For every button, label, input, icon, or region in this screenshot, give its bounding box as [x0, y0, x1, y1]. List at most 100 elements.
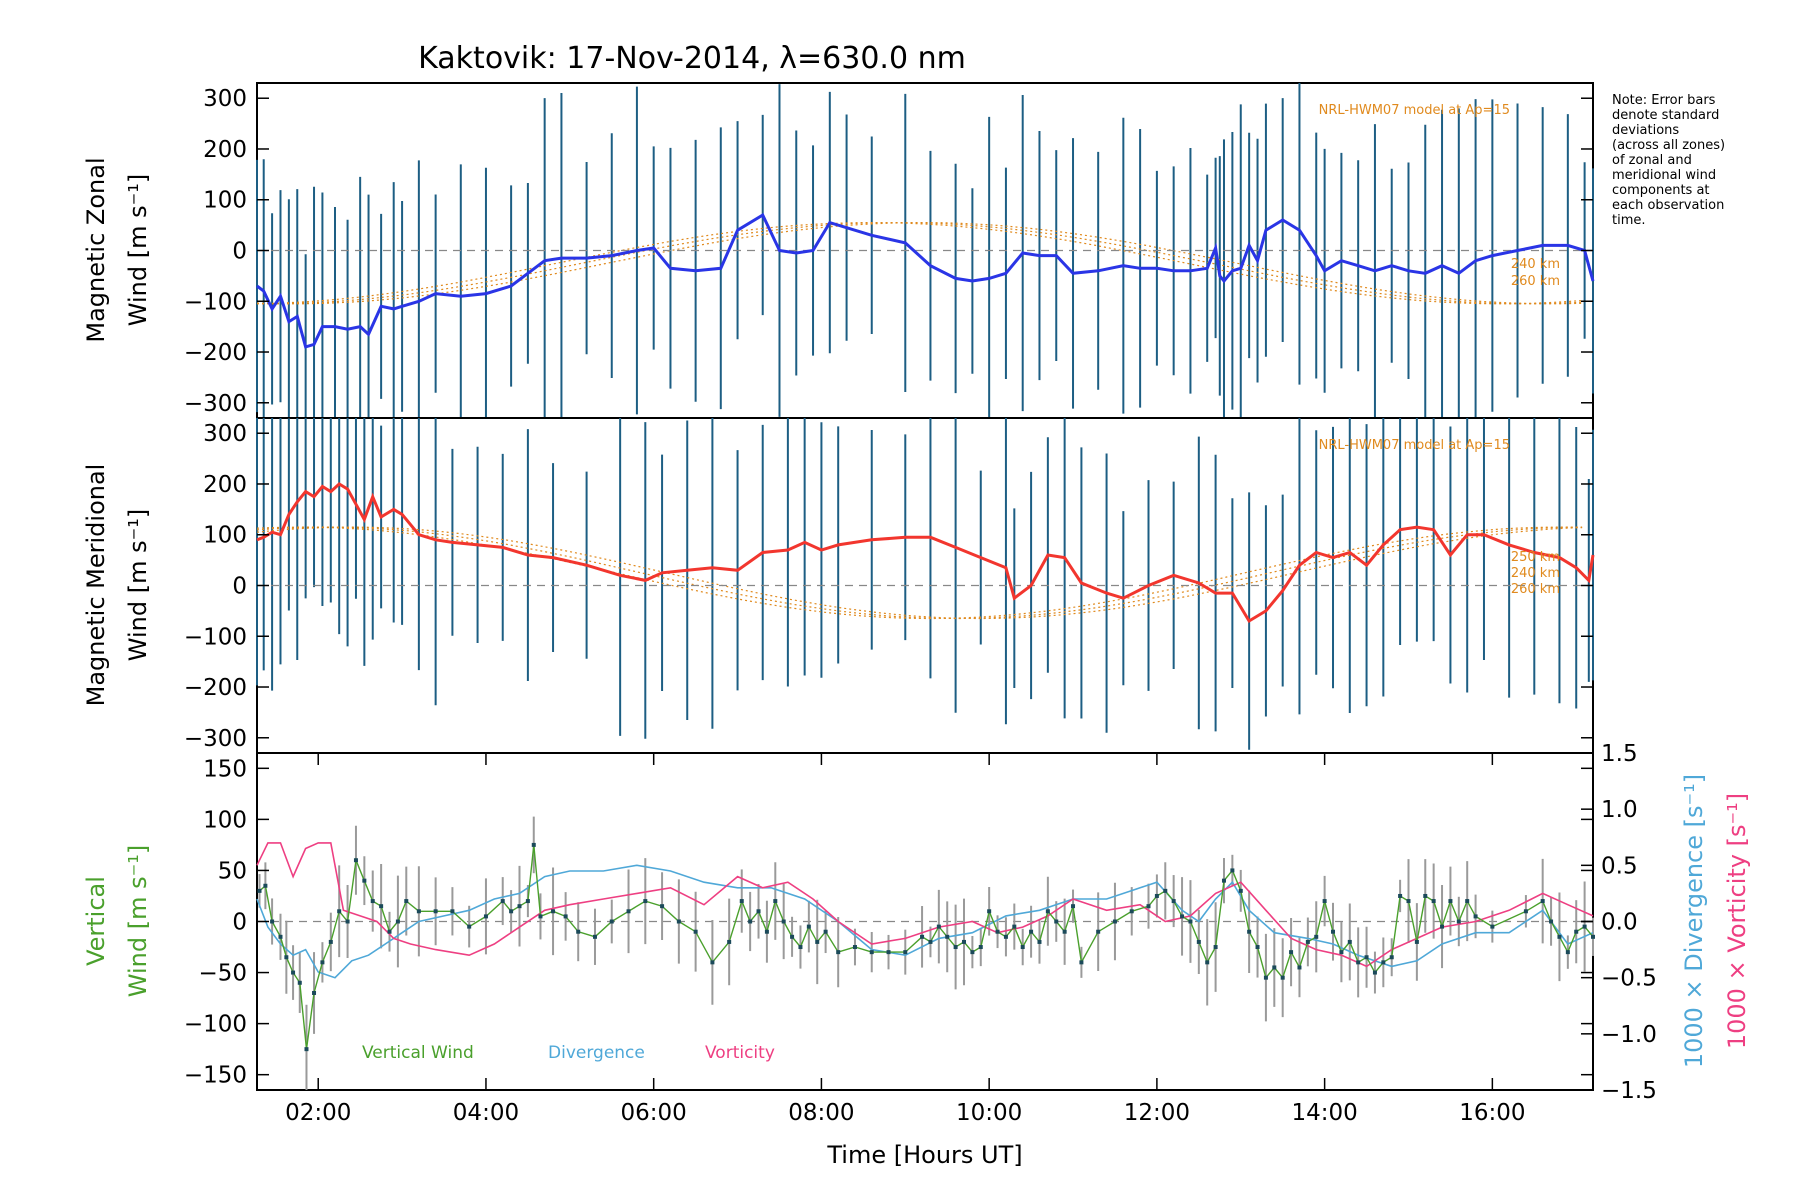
vertical-wind-point: [320, 960, 324, 964]
vertical-wind-point: [928, 940, 932, 944]
vertical-wind-point: [643, 899, 647, 903]
vertical-wind-point: [790, 935, 794, 939]
vertical-wind-point: [434, 909, 438, 913]
note-line: Note: Error bars: [1612, 93, 1716, 108]
x-tick-label: 14:00: [1291, 1100, 1357, 1126]
vertical-wind-point: [1356, 960, 1360, 964]
vertical-wind-point: [1465, 899, 1469, 903]
vertical-wind-point: [509, 909, 513, 913]
vertical-wind-point: [467, 925, 471, 929]
vertical-wind-point: [1474, 914, 1478, 918]
vertical-wind-point: [551, 909, 555, 913]
vertical-wind-point: [798, 945, 802, 949]
vertical-wind-point: [396, 920, 400, 924]
vertical-ylabel-line2: Wind [m s⁻¹]: [124, 845, 152, 997]
vertical-wind-point: [920, 935, 924, 939]
vertical-ylabel-line1: Vertical: [82, 876, 110, 966]
vertical-wind-point: [740, 899, 744, 903]
vertical-wind-point: [388, 930, 392, 934]
vertical-wind-point: [263, 884, 267, 888]
y-tick-label: 0.0: [1601, 910, 1638, 936]
vertical-wind-point: [748, 920, 752, 924]
vertical-wind-point: [329, 940, 333, 944]
x-tick-label: 04:00: [453, 1100, 519, 1126]
note-line: (across all zones): [1612, 138, 1725, 153]
vertical-wind-point: [1021, 945, 1025, 949]
x-axis-label: Time [Hours UT]: [826, 1141, 1022, 1169]
vertical-wind-point: [903, 950, 907, 954]
vertical-wind-point: [1004, 935, 1008, 939]
vertical-wind-point: [404, 899, 408, 903]
vertical-wind-point: [694, 930, 698, 934]
vertical-wind-point: [824, 930, 828, 934]
y-tick-label: 100: [203, 807, 247, 833]
vertical-wind-point: [278, 935, 282, 939]
y-tick-label: −100: [184, 1012, 247, 1038]
meridional-ylabel-line1: Magnetic Meridional: [82, 464, 110, 707]
y-tick-label: 0: [232, 574, 247, 600]
vertical-wind-point: [1432, 899, 1436, 903]
vertical-wind-point: [1256, 945, 1260, 949]
vertical-wind-point: [284, 955, 288, 959]
meridional-panel: 3002001000−100−200−300 NRL-HWM07 model a…: [82, 418, 1593, 753]
note-line: of zonal and: [1612, 153, 1692, 168]
vertical-wind-point: [593, 935, 597, 939]
y-tick-label: 200: [203, 472, 247, 498]
y-tick-label: −1.0: [1601, 1022, 1657, 1048]
vertical-wind-line: [260, 845, 1594, 1049]
vertical-wind-point: [1381, 960, 1385, 964]
vorticity-ylabel: 1000 × Vorticity [s⁻¹]: [1723, 793, 1751, 1049]
vertical-wind-point: [270, 920, 274, 924]
zonal-y-ticks: 3002001000−100−200−300: [184, 86, 1593, 417]
vertical-wind-point: [379, 904, 383, 908]
vertical-wind-point: [337, 909, 341, 913]
vertical-wind-point: [782, 920, 786, 924]
y-tick-label: −300: [184, 726, 247, 752]
vertical-wind-point: [1583, 925, 1587, 929]
vertical-wind-point: [1214, 945, 1218, 949]
vertical-wind-point: [484, 914, 488, 918]
vertical-wind-point: [1289, 950, 1293, 954]
note-line: deviations: [1612, 123, 1679, 138]
model-curve: [257, 223, 1582, 304]
vertical-wind-point: [518, 904, 522, 908]
divergence-ylabel: 1000 × Divergence [s⁻¹]: [1680, 774, 1708, 1068]
vertical-wind-point: [937, 925, 941, 929]
vertical-wind-point: [1113, 920, 1117, 924]
y-tick-label: −200: [184, 340, 247, 366]
vertical-wind-point: [1541, 899, 1545, 903]
vertical-wind-point: [627, 909, 631, 913]
vertical-wind-point: [538, 914, 542, 918]
vertical-wind-point: [836, 950, 840, 954]
y-tick-label: 0.5: [1601, 853, 1638, 879]
vertical-wind-point: [1230, 868, 1234, 872]
vertical-wind-point: [1423, 894, 1427, 898]
note-line: denote standard: [1612, 108, 1719, 123]
legend-vertical-wind: Vertical Wind: [362, 1043, 474, 1063]
vertical-wind-point: [1448, 899, 1452, 903]
y-tick-label: 0: [232, 910, 247, 936]
vertical-wind-point: [1348, 940, 1352, 944]
zonal-model-label: NRL-HWM07 model at Ap=15: [1319, 103, 1510, 118]
note-line: time.: [1612, 213, 1646, 228]
vertical-wind-point: [501, 899, 505, 903]
vertical-wind-point: [417, 909, 421, 913]
vertical-wind-point: [660, 904, 664, 908]
vertical-wind-point: [1591, 935, 1595, 939]
y-tick-label: 1.0: [1601, 797, 1638, 823]
y-tick-label: −100: [184, 289, 247, 315]
vertical-wind-point: [757, 909, 761, 913]
meridional-model-alt-260: 260 km: [1511, 582, 1560, 597]
vertical-wind-point: [1314, 935, 1318, 939]
vertical-wind-point: [1071, 904, 1075, 908]
y-tick-label: −150: [184, 1063, 247, 1089]
vertical-wind-point: [1172, 899, 1176, 903]
y-tick-label: −100: [184, 624, 247, 650]
vertical-wind-point: [1524, 909, 1528, 913]
vertical-wind-points: [258, 843, 1595, 1051]
vertical-wind-point: [996, 930, 1000, 934]
vertical-wind-point: [1079, 960, 1083, 964]
vertical-wind-point: [1147, 904, 1151, 908]
note-line: components at: [1612, 183, 1710, 198]
